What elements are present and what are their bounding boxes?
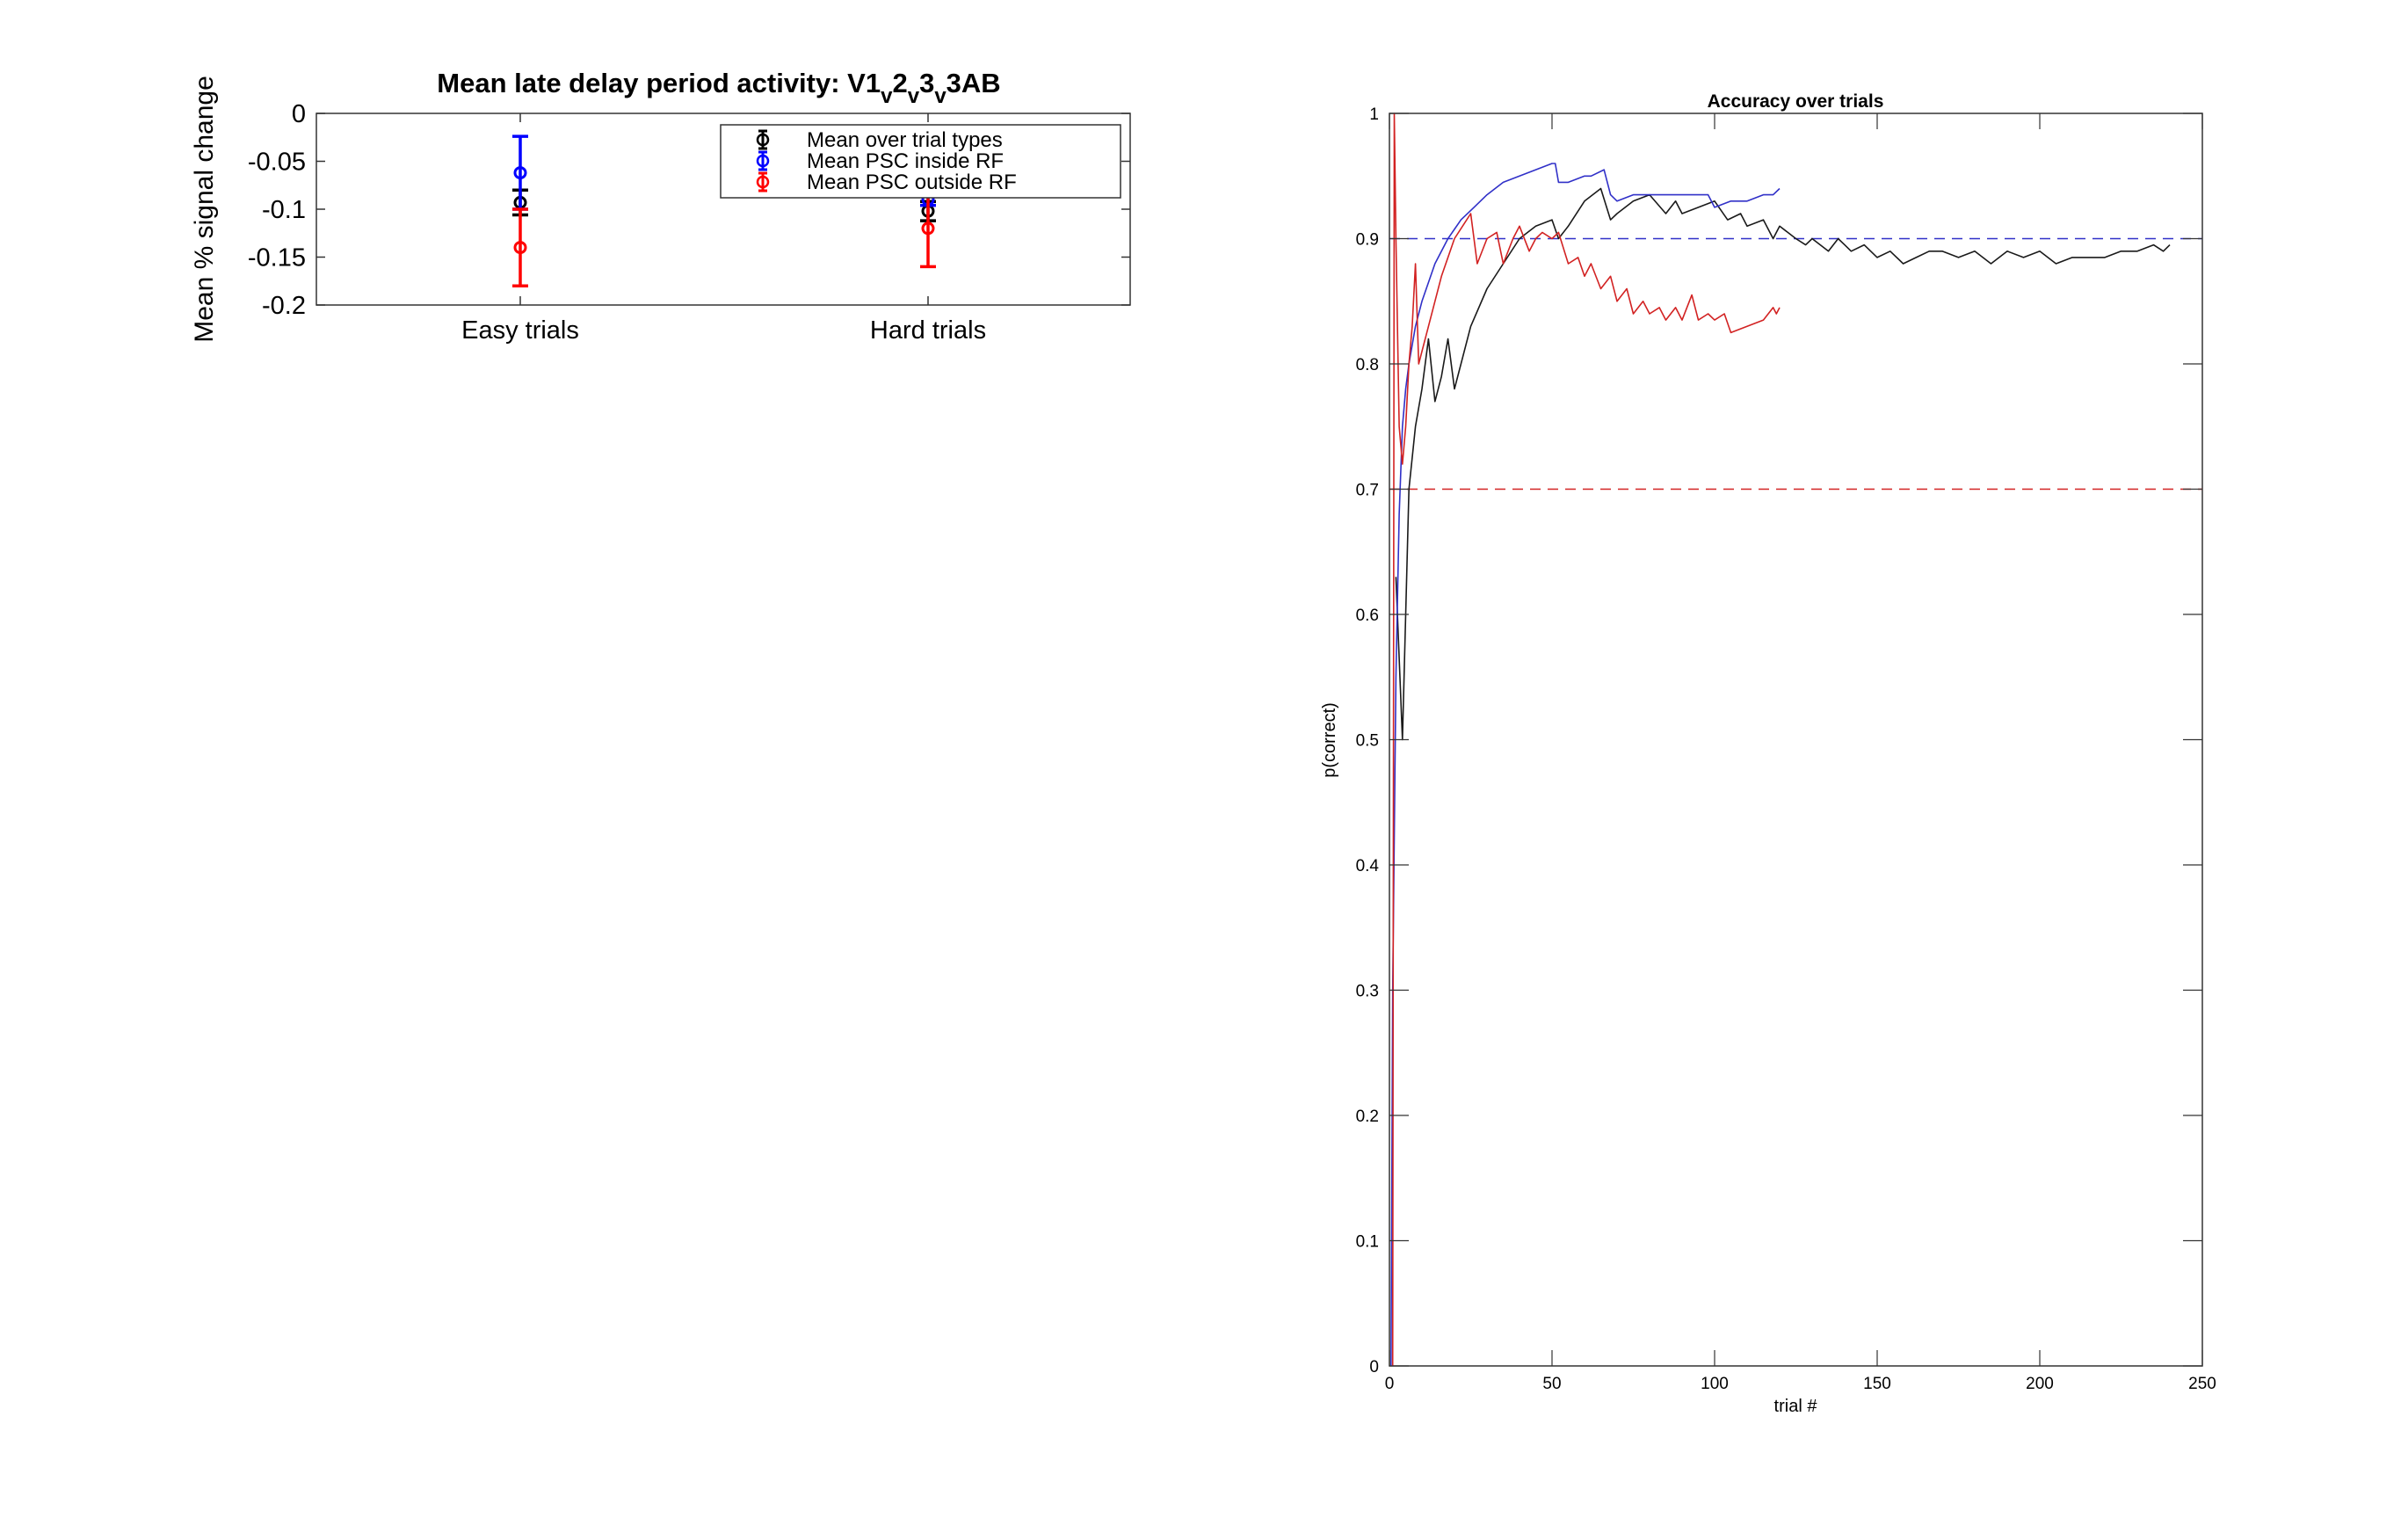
accuracy-y-tick-label: 0.7 [1356, 482, 1379, 500]
accuracy-y-tick-label: 0.5 [1356, 732, 1379, 751]
psc-category-label: Hard trials [870, 316, 986, 345]
accuracy-series [1390, 113, 2171, 1367]
accuracy-y-tick-label: 0.8 [1356, 356, 1379, 374]
accuracy-y-tick-label: 0.3 [1356, 983, 1379, 1001]
psc-errorbar-chart: Mean late delay period activity: V1v2v3v… [190, 68, 1131, 345]
legend-label: Mean PSC inside RF [807, 149, 1004, 173]
legend-label: Mean PSC outside RF [807, 171, 1017, 194]
accuracy-x-tick-label: 200 [2026, 1375, 2054, 1393]
legend-box [720, 124, 1121, 199]
accuracy-y-tick-label: 0.9 [1356, 231, 1379, 250]
accuracy-y-axis-label: p(correct) [1320, 702, 1339, 778]
accuracy-x-ticks: 0 50 100 150 200 250 [1385, 113, 2216, 1393]
accuracy-y-tick-label: 0.6 [1356, 606, 1379, 625]
legend-marker [756, 133, 770, 147]
psc-y-tick-label: 0 [292, 100, 306, 128]
data-point-marker [921, 222, 935, 236]
psc-y-tick-label: -0.05 [248, 149, 306, 177]
accuracy-x-axis-label: trial # [1774, 1397, 1818, 1416]
accuracy-y-tick-label: 0.1 [1356, 1233, 1379, 1252]
psc-y-tick-label: -0.2 [262, 292, 306, 320]
legend-label: Mean over trial types [807, 128, 1003, 152]
accuracy-x-tick-label: 150 [1863, 1375, 1891, 1393]
psc-y-tick-label: -0.1 [262, 196, 306, 224]
legend-item: Mean over trial types [756, 128, 1003, 152]
accuracy-x-tick-label: 50 [1542, 1375, 1561, 1393]
accuracy-x-tick-label: 250 [2188, 1375, 2216, 1393]
accuracy-plot-area [1389, 113, 2203, 1367]
accuracy-x-tick-label: 0 [1385, 1375, 1395, 1393]
legend-marker [756, 154, 770, 168]
psc-y-axis-label: Mean % signal change [190, 76, 219, 343]
accuracy-line-chart: Accuracy over trials 0 0.1 0.2 0.3 0.4 0.5 0.6… [1320, 91, 2216, 1416]
psc-series [512, 134, 936, 287]
legend-item: Mean PSC inside RF [756, 149, 1004, 173]
accuracy-series-line-0 [1395, 187, 2171, 741]
data-point-marker [513, 166, 527, 180]
accuracy-chart-title: Accuracy over trials [1708, 91, 1884, 112]
accuracy-y-tick-label: 0.2 [1356, 1108, 1379, 1126]
accuracy-x-tick-label: 100 [1701, 1375, 1729, 1393]
psc-y-tick-label: -0.15 [248, 244, 306, 272]
psc-y-ticks: 0 -0.05 -0.1 -0.15 -0.2 [248, 100, 1130, 320]
psc-x-ticks: Easy trials Hard trials [461, 113, 986, 345]
accuracy-y-tick-label: 1 [1369, 105, 1379, 124]
psc-chart-title: Mean late delay period activity: V1v2v3v… [437, 68, 1000, 108]
accuracy-y-ticks: 0 0.1 0.2 0.3 0.4 0.5 0.6 0.7 0.8 0.9 1 [1356, 105, 2202, 1376]
accuracy-series-line-2 [1391, 113, 1781, 1367]
data-point-marker [513, 241, 527, 255]
accuracy-y-tick-label: 0.4 [1356, 857, 1380, 875]
accuracy-y-tick-label: 0 [1369, 1358, 1379, 1376]
legend-item: Mean PSC outside RF [756, 171, 1017, 194]
legend-marker [756, 175, 770, 189]
psc-category-label: Easy trials [461, 316, 579, 345]
